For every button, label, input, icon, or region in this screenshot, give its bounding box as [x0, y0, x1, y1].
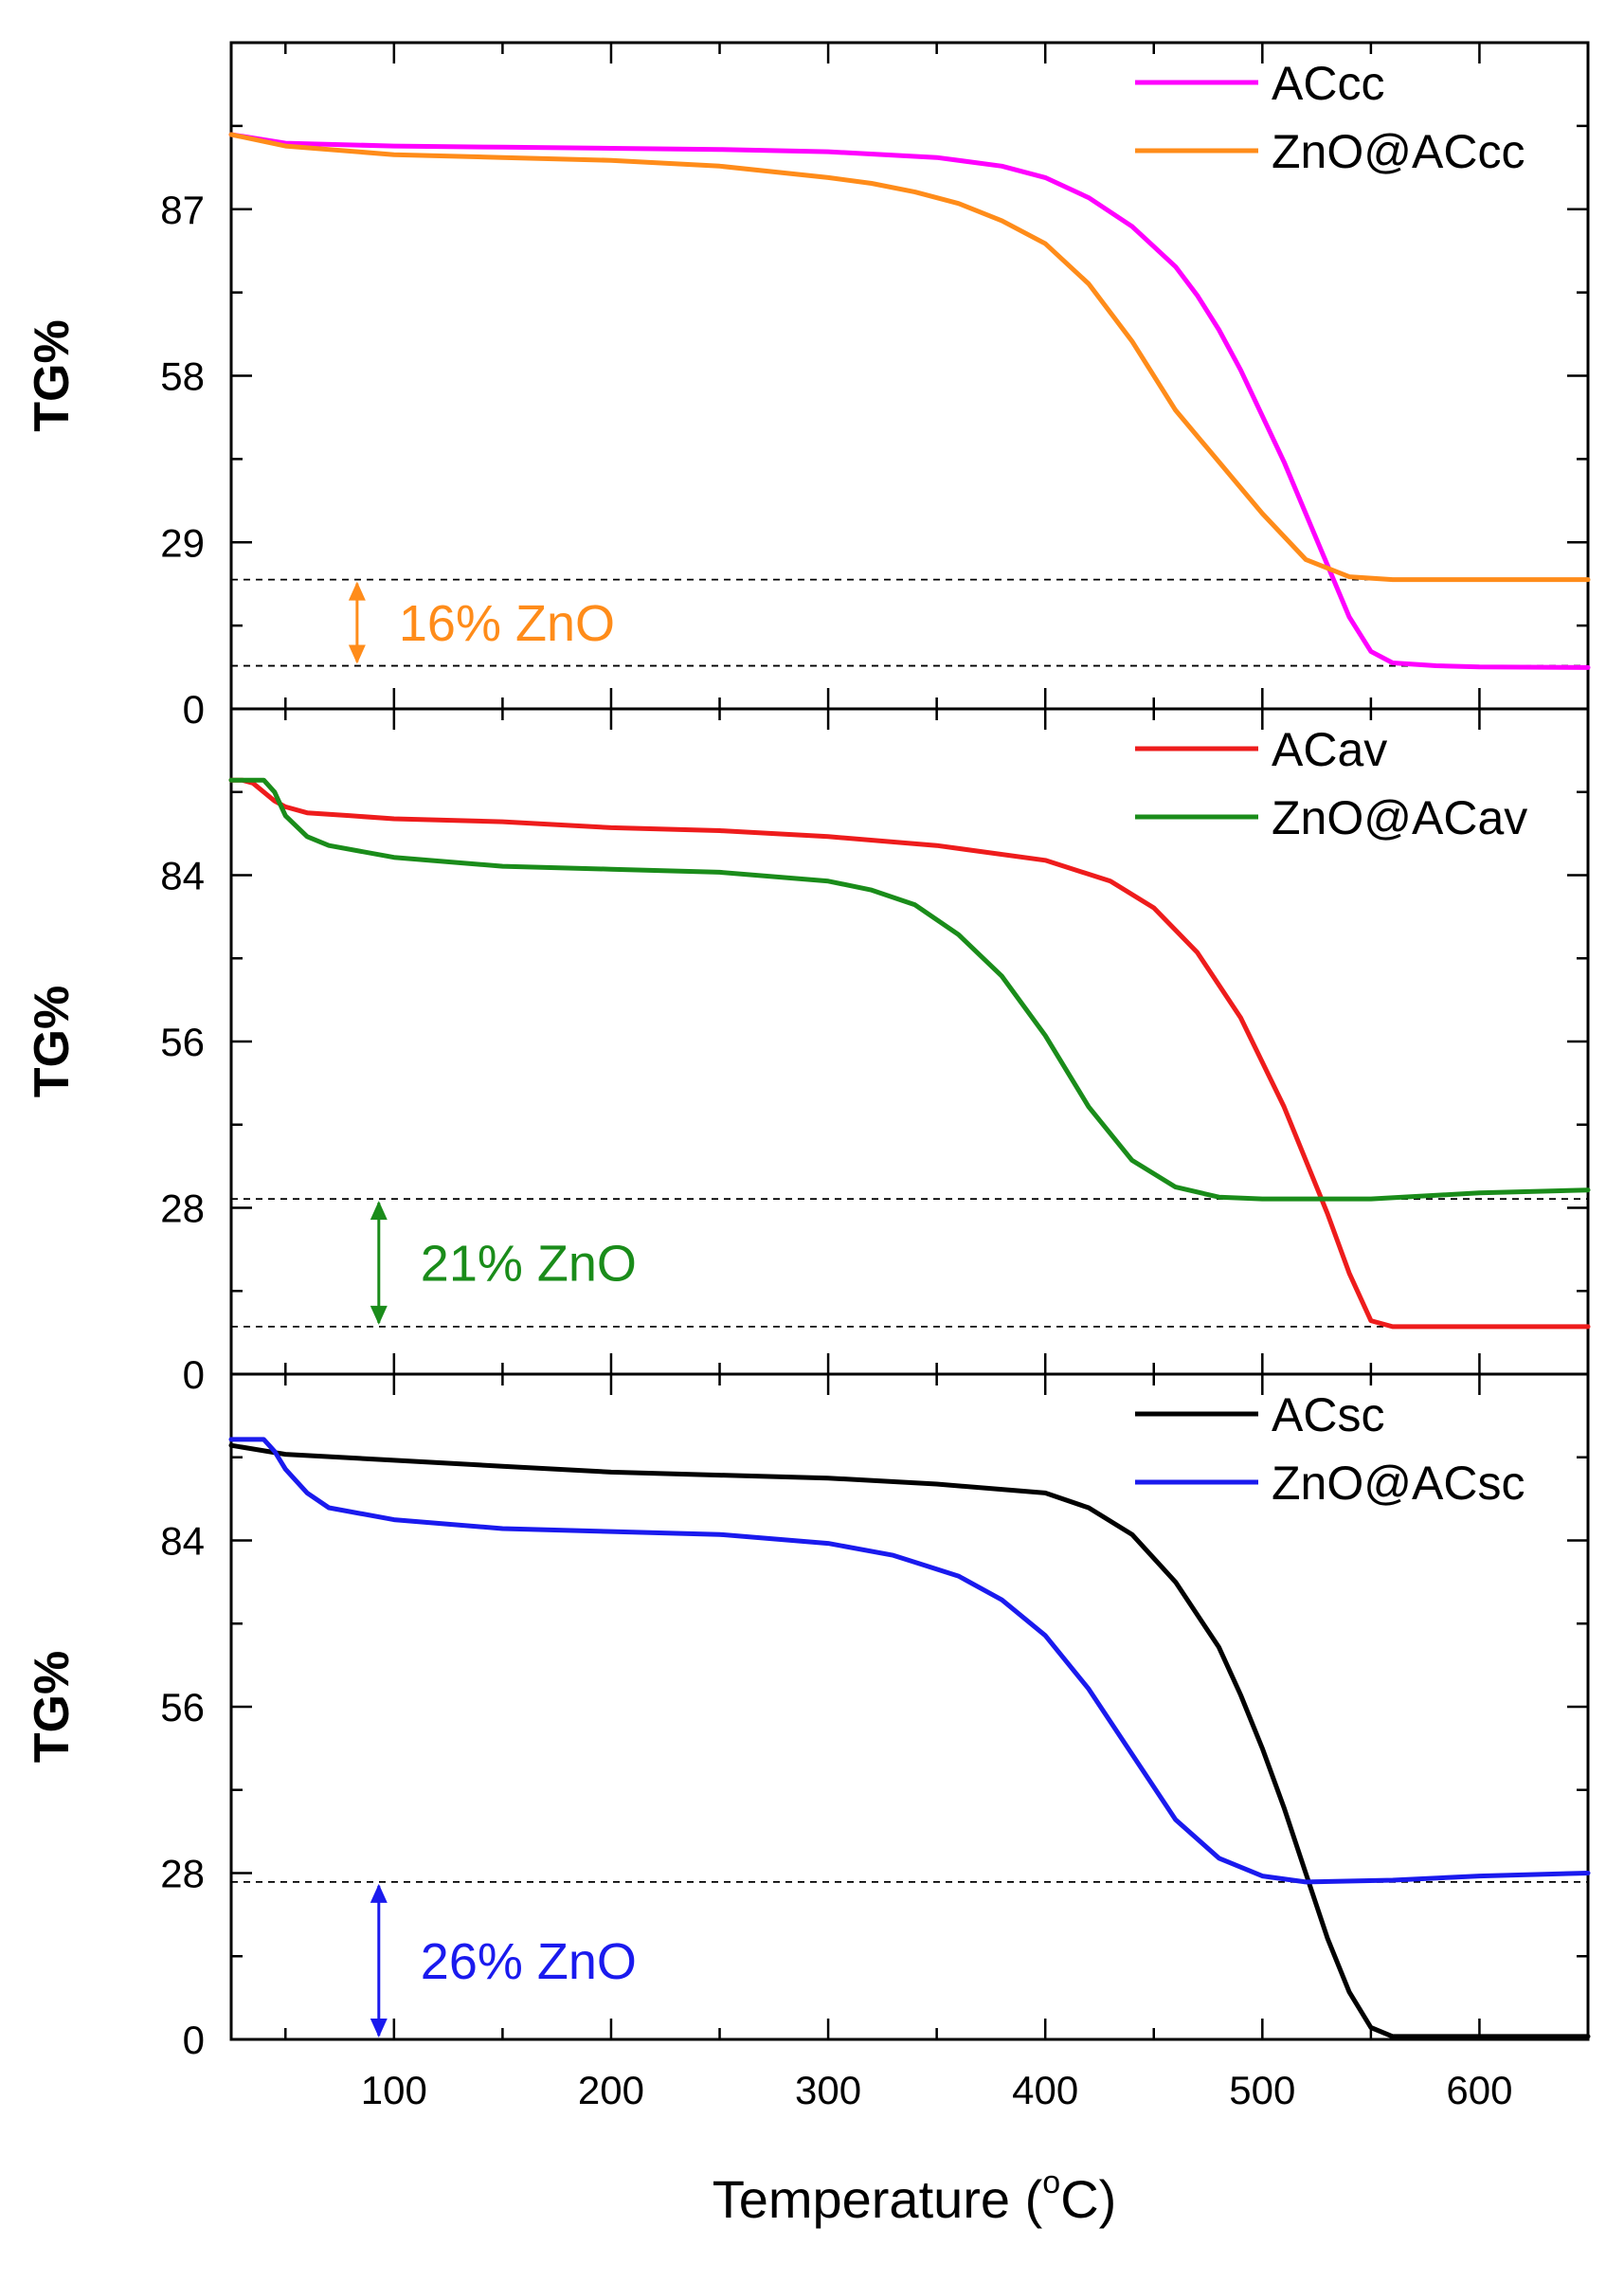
legend-label: ACsc [1272, 1388, 1384, 1441]
series-line-accc [228, 132, 1591, 670]
y-tick-label: 28 [160, 1852, 205, 1896]
annotation-label: 26% ZnO [421, 1933, 637, 1990]
series-line-zno-acav [228, 777, 1591, 1202]
x-tick-label: 600 [1446, 2068, 1512, 2112]
y-tick-label: 58 [160, 354, 205, 399]
legend-label: ACcc [1272, 57, 1384, 110]
legend-label: ACav [1272, 723, 1387, 776]
x-tick-label: 100 [361, 2068, 427, 2112]
y-tick-label: 28 [160, 1186, 205, 1231]
series-line-acav [228, 777, 1591, 1330]
x-tick-label: 200 [578, 2068, 644, 2112]
y-tick-label: 56 [160, 1685, 205, 1730]
annotation-arrowhead-bottom [348, 644, 366, 664]
x-tick-label: 400 [1012, 2068, 1078, 2112]
y-axis-title: TG% [25, 1651, 80, 1763]
annotation-arrowhead-bottom [370, 1305, 388, 1325]
y-tick-label: 0 [183, 687, 205, 732]
annotation-label: 21% ZnO [421, 1235, 637, 1292]
legend-label: ZnO@ACcc [1272, 125, 1525, 178]
series-line-zno-acsc [228, 1437, 1591, 1885]
annotation-arrowhead-bottom [370, 2019, 388, 2038]
x-tick-label: 300 [795, 2068, 861, 2112]
annotation-arrowhead-top [348, 581, 366, 601]
y-tick-label: 0 [183, 1352, 205, 1397]
legend-label: ZnO@ACav [1272, 791, 1527, 844]
y-tick-label: 87 [160, 188, 205, 232]
tga-panel-acsc: 0 28 56 84 100 200 300 400 500 600 TG% ACsc ZnO@ACsc… [25, 1372, 1591, 2112]
tga-panel-acav: 0 28 56 84 TG% ACav ZnO@ACav 21% ZnO [25, 707, 1591, 1397]
annotation-arrowhead-top [370, 1883, 388, 1903]
x-tick-label: 500 [1229, 2068, 1295, 2112]
tga-panel-accc: 0 29 58 87 TG% ACcc ZnO@ACcc 16% ZnO [25, 41, 1591, 732]
y-tick-label: 29 [160, 520, 205, 565]
y-axis-title: TG% [25, 319, 80, 431]
y-tick-label: 84 [160, 854, 205, 898]
annotation-arrowhead-top [370, 1201, 388, 1221]
legend-label: ZnO@ACsc [1272, 1457, 1525, 1510]
x-axis-title: Temperature (oC) [713, 2164, 1117, 2229]
y-axis-title: TG% [25, 986, 80, 1097]
series-line-acsc [228, 1442, 1591, 2039]
series-line-zno-accc [228, 132, 1591, 583]
y-tick-label: 84 [160, 1519, 205, 1564]
annotation-label: 16% ZnO [399, 595, 615, 652]
y-tick-label: 0 [183, 2018, 205, 2062]
y-tick-label: 56 [160, 1020, 205, 1064]
